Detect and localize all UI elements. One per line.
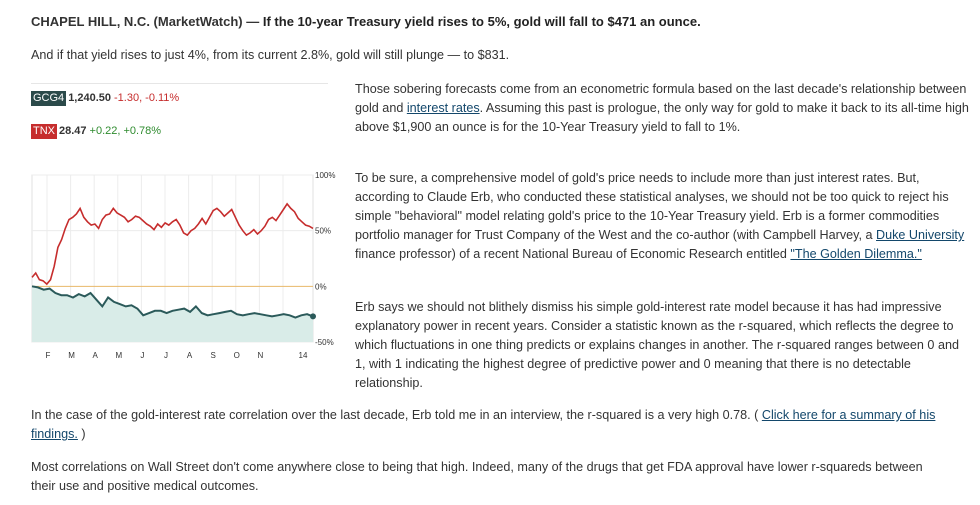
x-tick-label: S bbox=[211, 351, 216, 360]
paragraph-2-text: To be sure, a comprehensive model of gol… bbox=[355, 171, 949, 242]
x-tick-label: J bbox=[164, 351, 168, 360]
quote-row-gold[interactable]: GCG4 1,240.50 -1.30, -0.11% bbox=[31, 90, 180, 106]
paragraph-4: In the case of the gold-interest rate co… bbox=[31, 406, 966, 444]
gold-series-line bbox=[31, 285, 314, 319]
paragraph-1-text-end: . Assuming this past is prologue, the on… bbox=[355, 101, 969, 134]
x-tick-label: F bbox=[46, 351, 51, 360]
x-tick-label: 14 bbox=[299, 351, 308, 360]
x-tick-label: M bbox=[115, 351, 122, 360]
dateline-lead: If the 10-year Treasury yield rises to 5… bbox=[262, 14, 701, 29]
dateline-place: CHAPEL HILL, N.C. (MarketWatch) — bbox=[31, 14, 260, 29]
x-tick-label: N bbox=[258, 351, 264, 360]
x-tick-label: M bbox=[68, 351, 75, 360]
quote-change-percent: -0.11% bbox=[145, 92, 180, 104]
x-tick-label: A bbox=[93, 351, 99, 360]
paragraph-2-text-mid: finance professor) of a recent National … bbox=[355, 247, 791, 261]
quote-symbol-badge[interactable]: TNX bbox=[31, 123, 57, 139]
interest-rates-link[interactable]: interest rates bbox=[406, 101, 480, 115]
paragraph-1: Those sobering forecasts come from an ec… bbox=[355, 80, 970, 137]
quote-change: +0.22 bbox=[89, 125, 118, 137]
quote-change-percent: +0.78% bbox=[123, 125, 162, 137]
quote-symbol-badge[interactable]: GCG4 bbox=[31, 90, 67, 106]
duke-university-link[interactable]: Duke University bbox=[876, 228, 965, 242]
y-tick-label: 100% bbox=[315, 171, 335, 180]
quote-price: 28.47 bbox=[59, 125, 87, 137]
paragraph-4-text-end: ) bbox=[77, 427, 86, 441]
golden-dilemma-link[interactable]: "The Golden Dilemma." bbox=[790, 247, 922, 261]
x-tick-label: O bbox=[234, 351, 240, 360]
y-tick-label: 50% bbox=[315, 227, 331, 236]
x-tick-label: J bbox=[140, 351, 144, 360]
quote-row-tnx[interactable]: TNX 28.47 +0.22, +0.78% bbox=[31, 123, 162, 139]
paragraph-5: Most correlations on Wall Street don't c… bbox=[31, 460, 923, 493]
quote-price: 1,240.50 bbox=[68, 92, 112, 104]
series-end-marker bbox=[310, 313, 316, 320]
y-tick-label: 0% bbox=[315, 282, 327, 291]
quote-divider bbox=[31, 83, 328, 84]
paragraph-4-text: In the case of the gold-interest rate co… bbox=[31, 408, 762, 422]
article-dateline: CHAPEL HILL, N.C. (MarketWatch) — If the… bbox=[31, 14, 701, 29]
price-comparison-chart[interactable]: 100% 50% 0% -50% F M A M J J A S O N 14 bbox=[26, 160, 346, 365]
tnx-series-line bbox=[31, 202, 314, 286]
yield-area-fill bbox=[32, 286, 313, 342]
summary-findings-link[interactable]: Click here for a summary of his findings… bbox=[31, 408, 936, 441]
paragraph-2: To be sure, a comprehensive model of gol… bbox=[355, 169, 970, 264]
paragraph-3: Erb says we should not blithely dismiss … bbox=[355, 300, 959, 390]
paragraph-1-text: Those sobering forecasts come from an ec… bbox=[355, 82, 967, 115]
x-tick-label: A bbox=[187, 351, 193, 360]
intro-paragraph: And if that yield rises to just 4%, from… bbox=[31, 48, 510, 62]
quote-change: -1.30 bbox=[114, 92, 140, 104]
y-tick-label: -50% bbox=[315, 338, 334, 347]
